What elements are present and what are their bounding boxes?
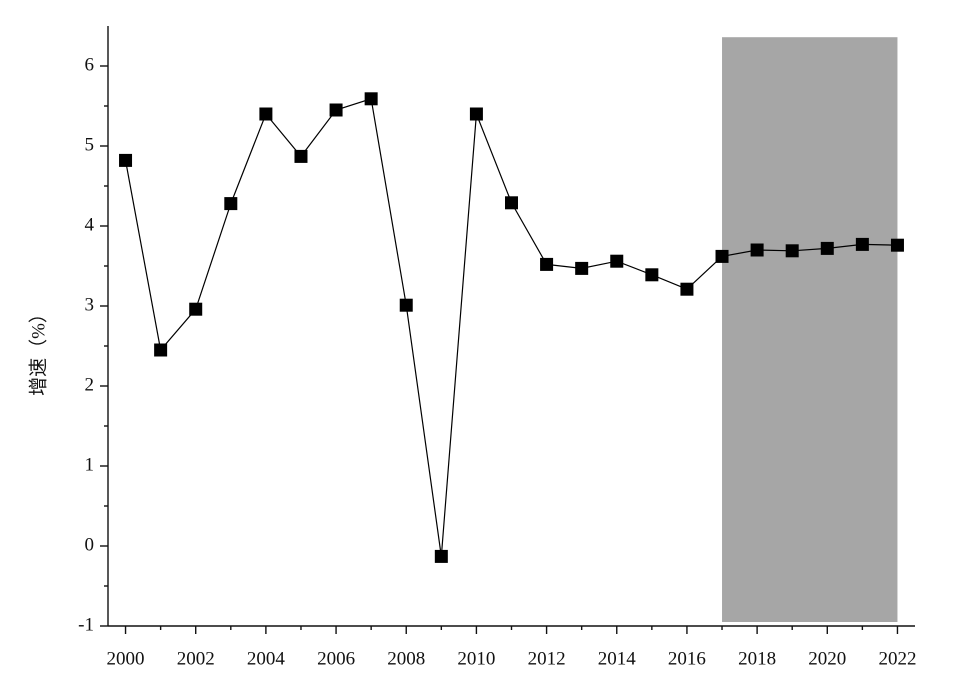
y-tick-label: -1: [78, 614, 94, 635]
y-axis-label: 增速（%）: [27, 304, 49, 396]
data-point: [680, 282, 694, 296]
y-tick-label: 2: [85, 374, 95, 395]
data-point: [294, 149, 308, 163]
data-point: [329, 103, 343, 117]
x-tick-label: 2010: [457, 648, 495, 669]
data-point: [505, 196, 518, 210]
data-point: [540, 257, 554, 271]
y-tick-label: 0: [85, 534, 95, 555]
data-point: [785, 244, 799, 258]
x-tick-label: 2022: [878, 648, 916, 669]
x-tick-label: 2002: [177, 648, 215, 669]
x-tick-label: 2000: [107, 648, 145, 669]
data-point: [189, 302, 203, 316]
data-point: [820, 241, 834, 255]
data-point: [750, 243, 764, 257]
data-point: [154, 343, 168, 357]
data-point: [119, 153, 133, 167]
x-tick-label: 2014: [598, 648, 637, 669]
data-point: [469, 107, 483, 121]
y-tick-label: 4: [85, 214, 95, 235]
x-tick-label: 2006: [317, 648, 355, 669]
data-point: [224, 197, 238, 211]
x-tick-label: 2018: [738, 648, 776, 669]
data-point: [855, 237, 869, 251]
data-point: [259, 107, 273, 121]
data-point: [575, 261, 589, 275]
data-point: [890, 238, 904, 252]
data-point: [610, 254, 624, 268]
y-tick-label: 3: [85, 294, 95, 315]
data-point: [715, 249, 729, 263]
data-point: [399, 298, 413, 312]
y-tick-label: 6: [85, 54, 95, 75]
data-point: [364, 92, 378, 106]
x-tick-label: 2008: [387, 648, 425, 669]
data-point: [434, 549, 448, 563]
x-tick-label: 2020: [808, 648, 846, 669]
data-point: [645, 268, 659, 282]
y-tick-label: 5: [85, 134, 95, 155]
x-tick-label: 2016: [668, 648, 706, 669]
x-tick-label: 2012: [528, 648, 566, 669]
y-tick-label: 1: [85, 454, 95, 475]
highlight-band: [722, 37, 898, 622]
x-tick-label: 2004: [247, 648, 286, 669]
